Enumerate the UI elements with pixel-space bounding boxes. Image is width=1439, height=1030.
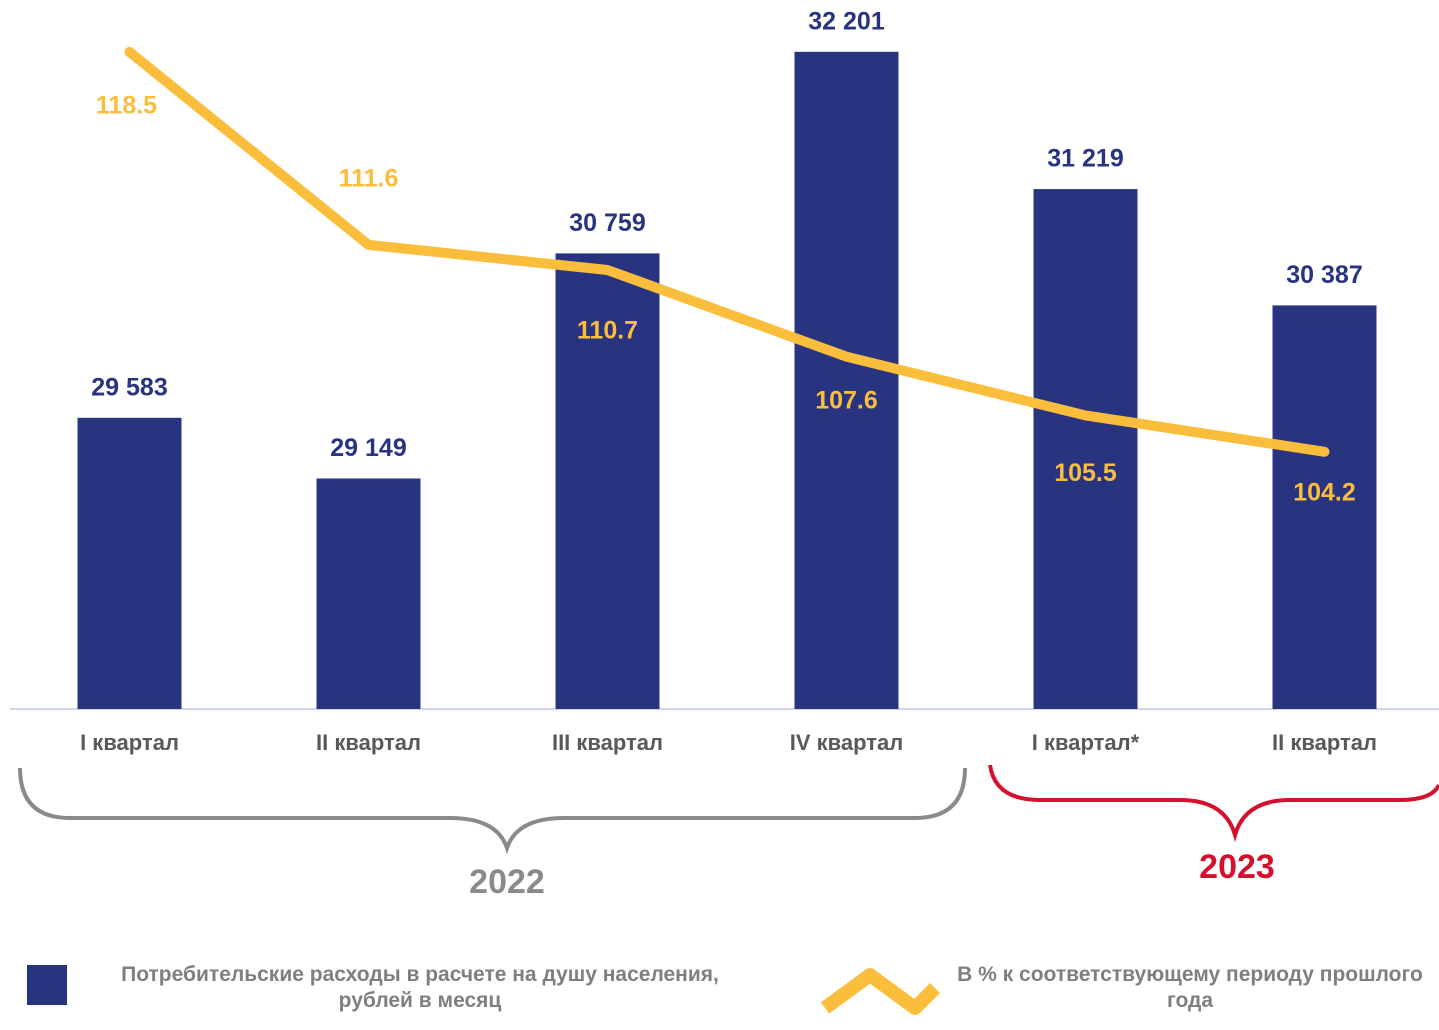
bar bbox=[794, 51, 899, 710]
bar bbox=[555, 253, 660, 710]
line-label: 111.6 bbox=[339, 164, 399, 192]
bar bbox=[316, 478, 421, 709]
line-label: 118.5 bbox=[96, 92, 157, 120]
bar-label: 31 219 bbox=[1047, 145, 1123, 173]
line bbox=[124, 46, 1330, 457]
brace-2022 bbox=[18, 767, 967, 855]
x-tick-label: II квартал bbox=[1272, 730, 1377, 755]
line-label: 105.5 bbox=[1054, 459, 1117, 487]
brace-2023 bbox=[988, 764, 1439, 843]
line-label: 110.7 bbox=[577, 317, 638, 345]
x-tick-label: IV квартал bbox=[790, 730, 904, 755]
legend-label: В % к соответствующему периоду прошлого … bbox=[957, 963, 1423, 1012]
x-tick-label: I квартал bbox=[80, 730, 179, 755]
group-label: 2022 bbox=[469, 863, 545, 901]
legend-label: Потребительские расходы в расчете на душ… bbox=[121, 963, 719, 1012]
bar-label: 30 387 bbox=[1286, 261, 1362, 289]
group-label: 2023 bbox=[1199, 848, 1275, 886]
x-tick-label: I квартал* bbox=[1032, 730, 1140, 755]
legend-swatch bbox=[820, 968, 940, 1015]
bar-label: 29 149 bbox=[330, 434, 406, 462]
line-label: 107.6 bbox=[815, 386, 878, 414]
x-tick-label: III квартал bbox=[552, 730, 663, 755]
bar bbox=[77, 417, 182, 709]
bar-label: 30 759 bbox=[569, 209, 645, 237]
bar-label: 32 201 bbox=[808, 7, 885, 35]
x-tick-label: II квартал bbox=[316, 730, 421, 755]
legend-swatch bbox=[27, 965, 67, 1005]
bar bbox=[1033, 189, 1138, 709]
bar-label: 29 583 bbox=[91, 373, 167, 401]
line-label: 104.2 bbox=[1293, 478, 1356, 506]
bar bbox=[1272, 305, 1377, 709]
